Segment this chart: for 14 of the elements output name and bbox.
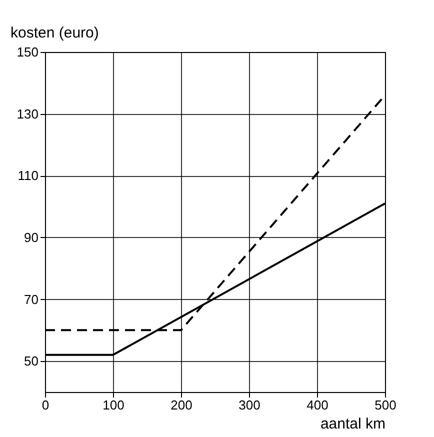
- y-tick-label: 70: [24, 292, 38, 307]
- y-tick-label: 130: [16, 106, 38, 122]
- y-axis-title: kosten (euro): [10, 24, 99, 42]
- y-tick-label: 50: [24, 354, 38, 369]
- x-tick-label: 0: [42, 398, 50, 412]
- y-tick-label: 110: [18, 168, 38, 184]
- x-tick-label: 200: [170, 398, 192, 412]
- y-tick-label: 90: [24, 230, 38, 245]
- x-axis-title: aantal km: [320, 416, 386, 432]
- x-tick-label: 500: [374, 398, 396, 412]
- x-tick-label: 100: [102, 398, 124, 412]
- y-tick-label: 150: [16, 44, 38, 60]
- x-tick-label: 300: [238, 398, 260, 412]
- x-tick-label: 400: [306, 398, 328, 412]
